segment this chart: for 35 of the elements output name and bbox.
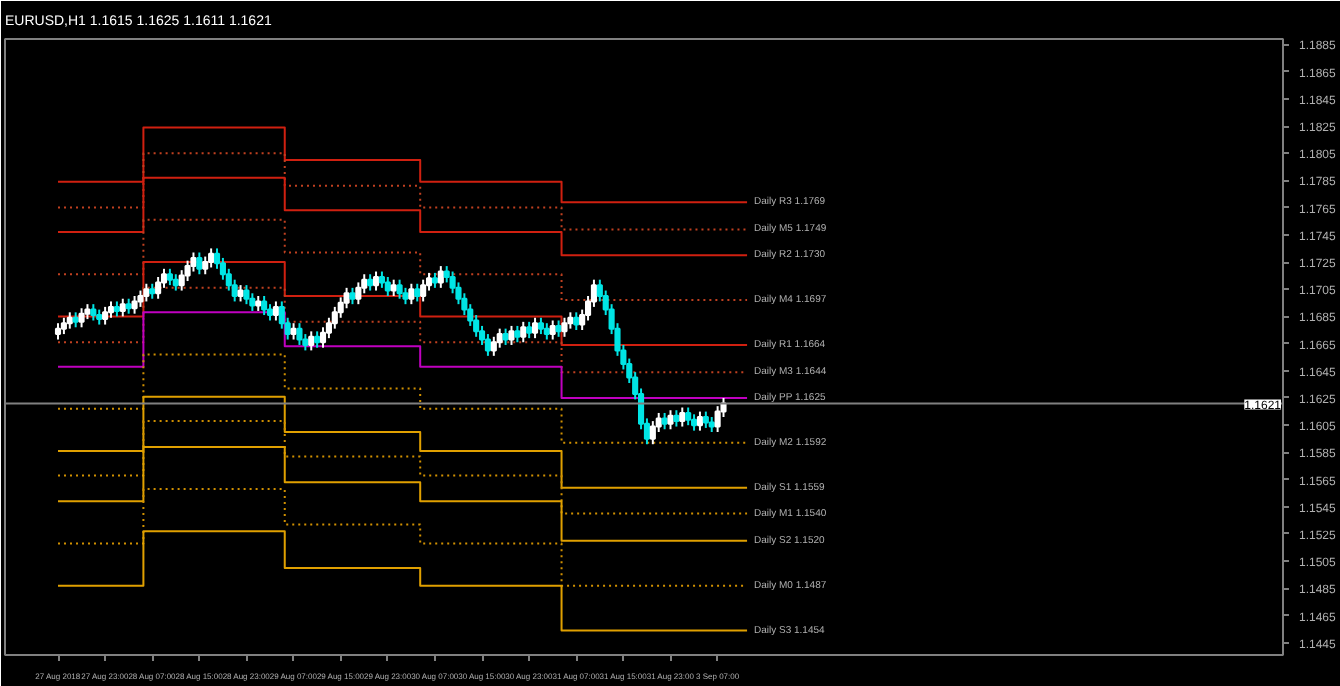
candlestick xyxy=(679,406,686,428)
candlestick xyxy=(296,322,303,346)
candlestick xyxy=(437,265,444,289)
candlestick xyxy=(343,286,350,310)
candlestick xyxy=(78,307,85,329)
candlestick xyxy=(319,326,327,349)
candlestick xyxy=(372,270,380,292)
candlestick xyxy=(520,320,527,344)
candlestick xyxy=(396,278,403,300)
candlestick xyxy=(178,269,185,292)
candlestick xyxy=(496,327,503,349)
candlestick xyxy=(308,330,315,352)
candlestick xyxy=(508,324,515,346)
candlestick xyxy=(272,300,279,322)
candlestick xyxy=(155,275,162,300)
candlestick xyxy=(384,275,391,298)
candlestick xyxy=(261,295,268,317)
candlestick xyxy=(355,281,362,306)
candlestick xyxy=(490,335,497,357)
candlestick xyxy=(184,259,191,283)
candlestick xyxy=(484,333,491,357)
candlestick xyxy=(561,316,568,338)
candlestick xyxy=(649,420,656,446)
candlestick xyxy=(714,405,721,433)
candlestick xyxy=(549,319,556,341)
candlestick xyxy=(331,305,338,330)
candlestick xyxy=(696,410,704,432)
candlestick xyxy=(208,247,215,269)
candlestick xyxy=(243,284,250,306)
candlestick xyxy=(667,409,674,431)
candlestick xyxy=(531,316,539,340)
candlestick xyxy=(408,282,415,306)
candlestick xyxy=(420,278,427,303)
candlestick xyxy=(190,251,197,273)
candlestick xyxy=(196,251,203,276)
